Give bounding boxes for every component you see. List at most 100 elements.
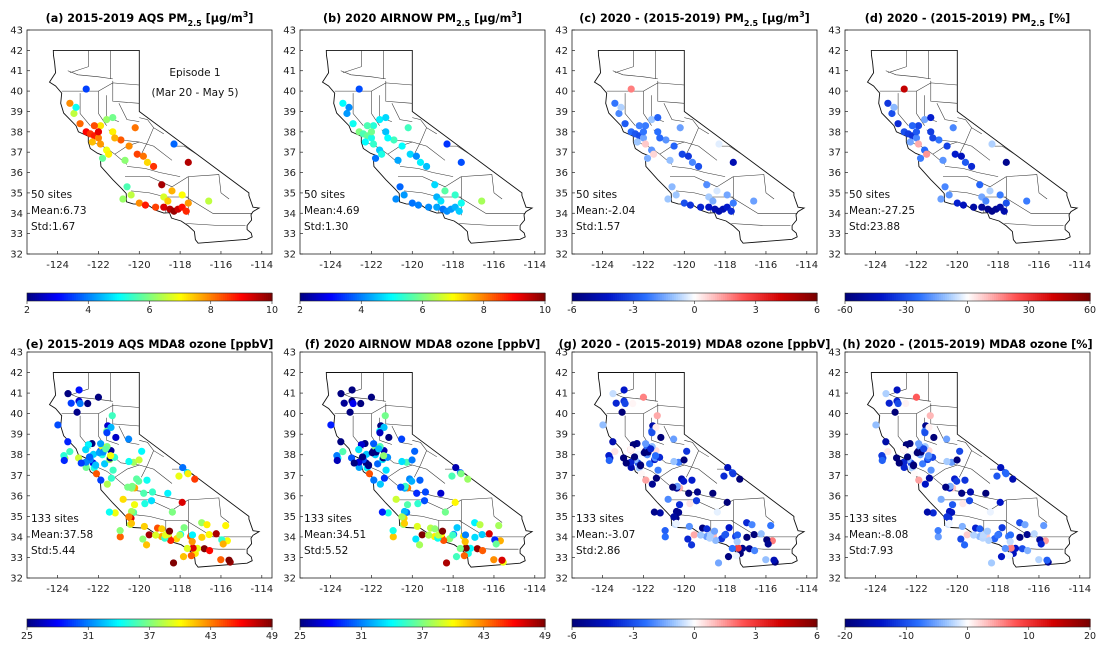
site-point <box>431 525 439 533</box>
site-point <box>485 530 493 538</box>
colorbar-segment <box>398 619 401 627</box>
site-point <box>376 429 384 437</box>
colorbar-segment <box>885 293 889 301</box>
colorbar-segment <box>249 619 253 627</box>
site-point <box>348 386 356 394</box>
colorbar-segment <box>1012 619 1016 627</box>
site-point <box>124 483 132 491</box>
county-boundary <box>731 223 791 226</box>
site-point <box>117 136 125 144</box>
site-point <box>653 412 661 420</box>
site-point <box>953 477 961 485</box>
colorbar-segment <box>114 619 118 627</box>
colorbar-segment <box>261 293 265 301</box>
colorbar-segment <box>365 293 368 301</box>
site-point <box>615 109 623 118</box>
colorbar-segment <box>981 619 985 627</box>
colorbar-segment <box>855 293 858 301</box>
colorbar-segment <box>218 293 222 301</box>
site-point <box>1000 207 1008 215</box>
y-tick-label: 35 <box>283 512 296 523</box>
site-point <box>957 152 965 160</box>
colorbar-segment <box>71 619 75 627</box>
colorbar-segment <box>1026 293 1030 301</box>
site-point <box>498 556 506 564</box>
colorbar-segment <box>1061 293 1065 301</box>
colorbar-segment <box>510 619 513 627</box>
colorbar-segment <box>171 293 175 301</box>
colorbar-segment <box>965 619 969 627</box>
colorbar-segment <box>692 293 696 301</box>
california-outline <box>48 372 261 568</box>
colorbar-tick-label: 49 <box>266 631 278 642</box>
site-point <box>492 540 500 548</box>
y-tick-label: 37 <box>828 148 841 159</box>
site-point <box>618 408 626 416</box>
site-point <box>762 556 770 564</box>
colorbar-segment <box>167 293 171 301</box>
colorbar-segment <box>572 293 575 301</box>
colorbar-segment <box>169 293 173 301</box>
colorbar-segment <box>438 619 442 627</box>
colorbar-segment <box>428 619 432 627</box>
site-point <box>764 540 772 548</box>
colorbar-segment <box>1075 619 1079 627</box>
colorbar-segment <box>76 293 79 301</box>
x-tick-label: -124 <box>319 260 342 271</box>
y-tick-label: 38 <box>828 450 841 461</box>
colorbar-segment <box>80 619 83 627</box>
colorbar-segment <box>373 619 377 627</box>
colorbar-segment <box>784 293 787 301</box>
county-boundary <box>1004 196 1070 214</box>
colorbar-segment <box>871 619 875 627</box>
panel-title: (g) 2020 - (2015-2019) MDA8 ozone [ppbV] <box>559 338 831 351</box>
site-point <box>453 524 461 532</box>
colorbar-segment <box>655 619 659 627</box>
colorbar-tick-label: 8 <box>208 305 214 316</box>
y-tick-label: 41 <box>283 389 296 400</box>
colorbar-segment <box>229 293 232 301</box>
panel-c: -124 -122 -120 -118 -116 -1143233343536373839… <box>555 10 820 316</box>
colorbar-segment <box>623 293 626 301</box>
colorbar-segment <box>61 619 65 627</box>
colorbar-tick-label: 20 <box>1084 631 1096 642</box>
colorbar-segment <box>233 619 236 627</box>
y-tick-label: 37 <box>283 471 296 482</box>
colorbar-segment <box>261 619 265 627</box>
colorbar-segment <box>616 293 620 301</box>
colorbar-segment <box>225 293 228 301</box>
colorbar-segment <box>269 293 273 301</box>
site-point <box>958 522 966 531</box>
title-part: ] <box>248 12 253 25</box>
x-tick-label: -114 <box>523 584 546 595</box>
colorbar-segment <box>751 619 755 627</box>
site-point <box>376 480 384 488</box>
colorbar-segment <box>391 619 395 627</box>
colorbar-segment <box>45 293 49 301</box>
colorbar-segment <box>92 293 95 301</box>
colorbar-segment <box>667 619 671 627</box>
colorbar-segment <box>633 619 636 627</box>
title-part: 2.5 <box>188 19 203 28</box>
colorbar-segment <box>885 619 889 627</box>
colorbar-segment <box>210 619 214 627</box>
site-point <box>165 527 174 535</box>
site-point <box>970 203 978 211</box>
colorbar-segment <box>53 619 57 627</box>
x-tick-label: -116 <box>755 260 778 271</box>
colorbar-segment <box>953 293 956 301</box>
site-point <box>97 440 105 448</box>
colorbar-segment <box>29 619 32 627</box>
colorbar-segment <box>743 293 747 301</box>
y-tick-label: 38 <box>283 450 296 461</box>
y-tick-label: 36 <box>828 168 841 179</box>
site-point <box>714 559 723 567</box>
colorbar-segment <box>879 293 883 301</box>
colorbar-segment <box>496 293 499 301</box>
site-point <box>365 461 373 469</box>
colorbar-segment <box>200 293 204 301</box>
site-point <box>455 207 463 215</box>
colorbar-segment <box>192 619 196 627</box>
y-tick-label: 36 <box>10 168 23 179</box>
